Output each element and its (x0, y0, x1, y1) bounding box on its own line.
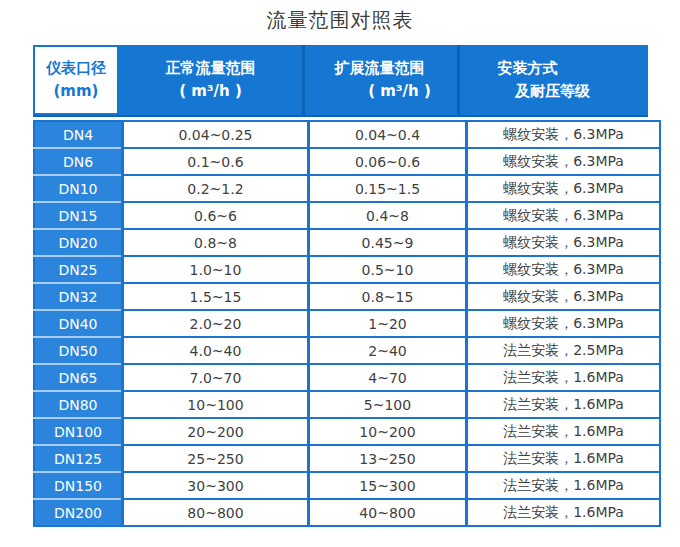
cell-installation: 螺纹安装，6.3MPa (467, 175, 661, 202)
table-body: DN40.04~0.250.04~0.4螺纹安装，6.3MPaDN60.1~0.… (33, 120, 661, 527)
cell-extended-flow-range: 0.4~8 (309, 202, 467, 229)
table-row: DN12525~25013~250法兰安装，1.6MPa (34, 445, 660, 472)
header-line2: (mm) (54, 80, 99, 103)
header-cell-meter-diameter: 仪表口径 (mm) (33, 45, 119, 115)
cell-normal-flow-range: 1.0~10 (123, 256, 309, 283)
table-row: DN100.2~1.20.15~1.5螺纹安装，6.3MPa (34, 175, 660, 202)
cell-meter-diameter: DN15 (34, 202, 123, 229)
table-row: DN20080~80040~800法兰安装，1.6MPa (34, 499, 660, 526)
cell-meter-diameter: DN150 (34, 472, 123, 499)
table-row: DN150.6~60.4~8螺纹安装，6.3MPa (34, 202, 660, 229)
cell-extended-flow-range: 0.06~0.6 (309, 148, 467, 175)
cell-meter-diameter: DN125 (34, 445, 123, 472)
cell-normal-flow-range: 80~800 (123, 499, 309, 526)
cell-extended-flow-range: 10~200 (309, 418, 467, 445)
cell-meter-diameter: DN40 (34, 310, 123, 337)
cell-meter-diameter: DN200 (34, 499, 123, 526)
cell-installation: 法兰安装，2.5MPa (467, 337, 661, 364)
cell-normal-flow-range: 0.04~0.25 (123, 121, 309, 148)
cell-extended-flow-range: 4~70 (309, 364, 467, 391)
cell-installation: 法兰安装，1.6MPa (467, 472, 661, 499)
cell-installation: 法兰安装，1.6MPa (467, 499, 661, 526)
cell-installation: 法兰安装，1.6MPa (467, 445, 661, 472)
header-line2: 及耐压等级 (515, 80, 590, 103)
cell-normal-flow-range: 7.0~70 (123, 364, 309, 391)
cell-extended-flow-range: 2~40 (309, 337, 467, 364)
header-line1: 正常流量范围 (166, 57, 256, 80)
header-cell-extended-flow-range: 扩展流量范围 ( m³/h ) (302, 45, 457, 115)
header-cell-normal-flow-range: 正常流量范围 ( m³/h ) (119, 45, 302, 115)
table-row: DN10020~20010~200法兰安装，1.6MPa (34, 418, 660, 445)
cell-extended-flow-range: 5~100 (309, 391, 467, 418)
table-row: DN657.0~704~70法兰安装，1.6MPa (34, 364, 660, 391)
cell-meter-diameter: DN65 (34, 364, 123, 391)
cell-normal-flow-range: 4.0~40 (123, 337, 309, 364)
cell-normal-flow-range: 1.5~15 (123, 283, 309, 310)
cell-installation: 螺纹安装，6.3MPa (467, 283, 661, 310)
cell-extended-flow-range: 40~800 (309, 499, 467, 526)
cell-normal-flow-range: 0.8~8 (123, 229, 309, 256)
cell-installation: 螺纹安装，6.3MPa (467, 310, 661, 337)
cell-normal-flow-range: 10~100 (123, 391, 309, 418)
cell-installation: 螺纹安装，6.3MPa (467, 202, 661, 229)
cell-meter-diameter: DN100 (34, 418, 123, 445)
cell-meter-diameter: DN80 (34, 391, 123, 418)
cell-meter-diameter: DN50 (34, 337, 123, 364)
table-header-row: 仪表口径 (mm) 正常流量范围 ( m³/h ) 扩展流量范围 ( m³/h … (33, 45, 648, 117)
table-row: DN504.0~402~40法兰安装，2.5MPa (34, 337, 660, 364)
header-line2: ( m³/h ) (179, 80, 242, 103)
flow-range-table: 仪表口径 (mm) 正常流量范围 ( m³/h ) 扩展流量范围 ( m³/h … (33, 45, 648, 527)
header-cell-installation: 安装方式 及耐压等级 (457, 45, 648, 115)
header-line1: 安装方式 (498, 57, 558, 80)
cell-extended-flow-range: 0.15~1.5 (309, 175, 467, 202)
page-title: 流量范围对照表 (0, 7, 680, 34)
table-row: DN321.5~150.8~15螺纹安装，6.3MPa (34, 283, 660, 310)
cell-extended-flow-range: 0.45~9 (309, 229, 467, 256)
cell-installation: 螺纹安装，6.3MPa (467, 229, 661, 256)
table-row: DN8010~1005~100法兰安装，1.6MPa (34, 391, 660, 418)
cell-meter-diameter: DN20 (34, 229, 123, 256)
cell-extended-flow-range: 15~300 (309, 472, 467, 499)
cell-installation: 螺纹安装，6.3MPa (467, 148, 661, 175)
cell-installation: 螺纹安装，6.3MPa (467, 121, 661, 148)
cell-normal-flow-range: 25~250 (123, 445, 309, 472)
cell-extended-flow-range: 1~20 (309, 310, 467, 337)
cell-meter-diameter: DN4 (34, 121, 123, 148)
cell-installation: 法兰安装，1.6MPa (467, 391, 661, 418)
cell-normal-flow-range: 0.2~1.2 (123, 175, 309, 202)
cell-meter-diameter: DN32 (34, 283, 123, 310)
header-line1: 仪表口径 (46, 57, 106, 80)
cell-meter-diameter: DN10 (34, 175, 123, 202)
cell-normal-flow-range: 0.6~6 (123, 202, 309, 229)
cell-meter-diameter: DN25 (34, 256, 123, 283)
cell-normal-flow-range: 0.1~0.6 (123, 148, 309, 175)
cell-installation: 法兰安装，1.6MPa (467, 418, 661, 445)
cell-installation: 螺纹安装，6.3MPa (467, 256, 661, 283)
cell-extended-flow-range: 13~250 (309, 445, 467, 472)
header-line2: ( m³/h ) (368, 80, 431, 103)
cell-extended-flow-range: 0.8~15 (309, 283, 467, 310)
cell-meter-diameter: DN6 (34, 148, 123, 175)
cell-normal-flow-range: 30~300 (123, 472, 309, 499)
table-row: DN200.8~80.45~9螺纹安装，6.3MPa (34, 229, 660, 256)
cell-installation: 法兰安装，1.6MPa (467, 364, 661, 391)
cell-extended-flow-range: 0.5~10 (309, 256, 467, 283)
cell-normal-flow-range: 2.0~20 (123, 310, 309, 337)
table-row: DN40.04~0.250.04~0.4螺纹安装，6.3MPa (34, 121, 660, 148)
table-row: DN15030~30015~300法兰安装，1.6MPa (34, 472, 660, 499)
header-line1: 扩展流量范围 (335, 57, 425, 80)
table-row: DN402.0~201~20螺纹安装，6.3MPa (34, 310, 660, 337)
cell-extended-flow-range: 0.04~0.4 (309, 121, 467, 148)
cell-normal-flow-range: 20~200 (123, 418, 309, 445)
table-row: DN60.1~0.60.06~0.6螺纹安装，6.3MPa (34, 148, 660, 175)
table-row: DN251.0~100.5~10螺纹安装，6.3MPa (34, 256, 660, 283)
